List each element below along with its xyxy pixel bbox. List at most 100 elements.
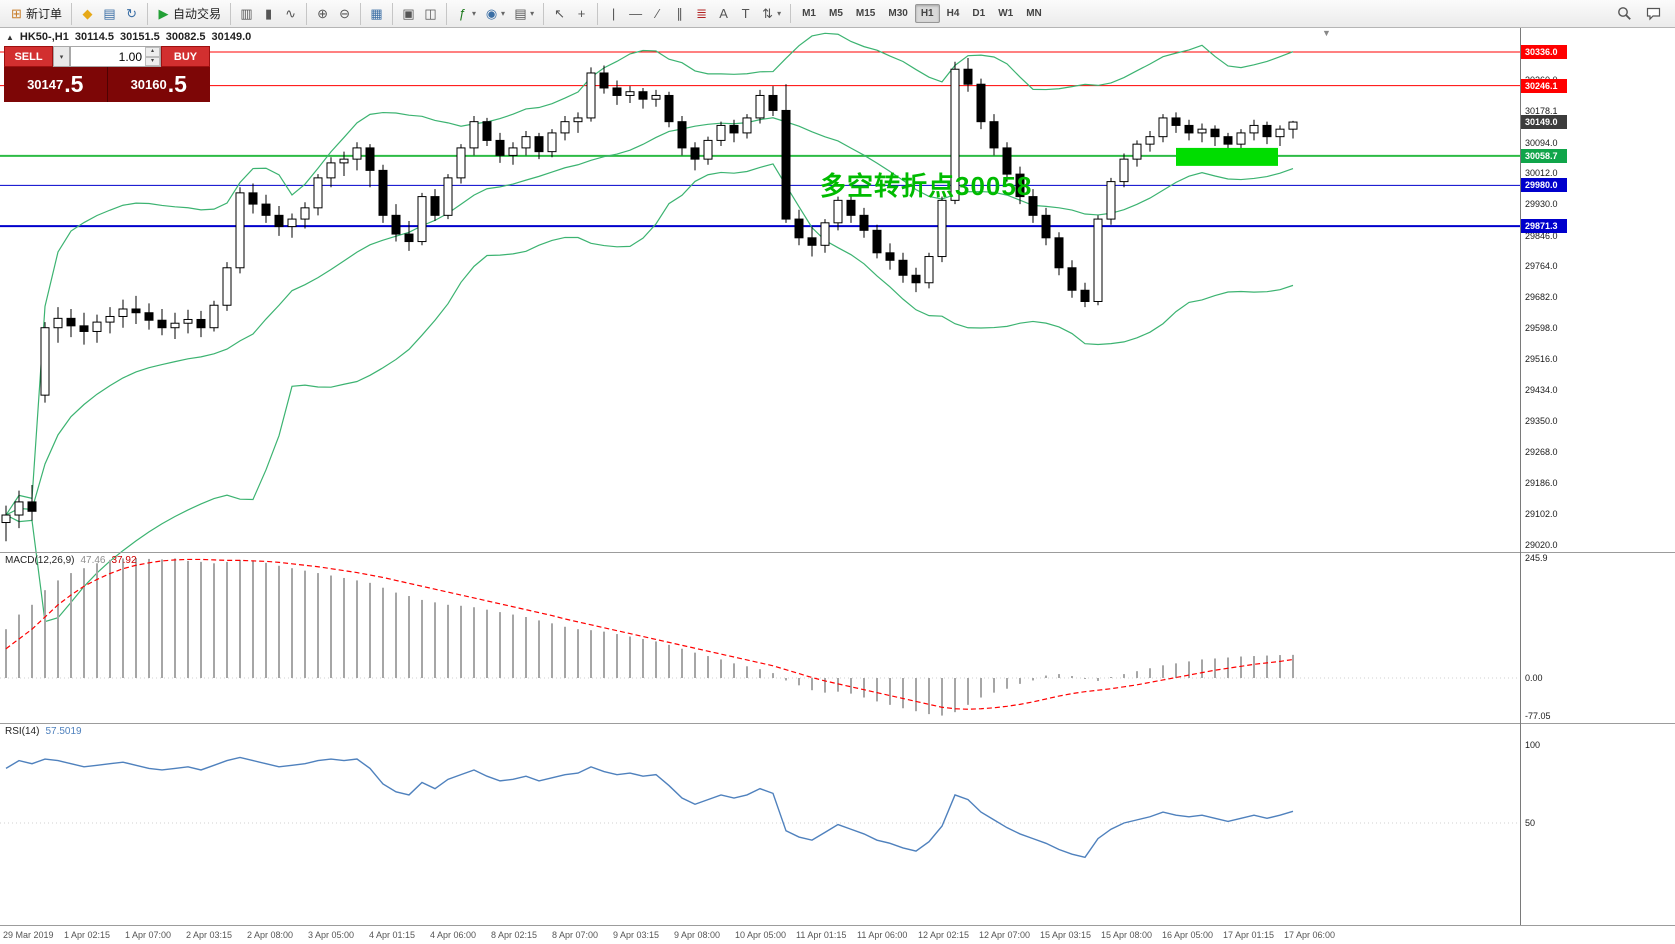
timeframe-m30-label: M30 bbox=[888, 8, 908, 19]
annotation-text[interactable]: 多空转折点30058 bbox=[820, 171, 1033, 201]
sell-price-main: 30147 bbox=[27, 77, 64, 92]
horizontal-line-icon: — bbox=[629, 6, 643, 21]
zoom-in-button[interactable]: ⊕ bbox=[312, 3, 333, 25]
toolbar-group: ƒ ▾ ◉ ▾ ▤ ▾ bbox=[446, 2, 538, 25]
timeframe-mn[interactable]: MN bbox=[1020, 4, 1048, 23]
zoom-out-button[interactable]: ⊖ bbox=[334, 3, 355, 25]
bar-chart-button[interactable]: ▥ bbox=[236, 3, 257, 25]
toolbar-right-group bbox=[1613, 3, 1669, 25]
price-axis[interactable]: 30260.030178.130094.030012.029930.029846… bbox=[1520, 28, 1675, 925]
macd-axis-label: 0.00 bbox=[1525, 673, 1543, 683]
horizontal-line-button[interactable]: — bbox=[625, 3, 646, 25]
time-label: 16 Apr 05:00 bbox=[1162, 930, 1214, 940]
market-watch-button[interactable]: ▤ bbox=[99, 3, 120, 25]
price-tick: 29020.0 bbox=[1525, 539, 1558, 550]
rsi-pane-separator[interactable] bbox=[0, 723, 1675, 724]
cursor-button[interactable]: ↖ bbox=[549, 3, 570, 25]
time-label: 11 Apr 01:15 bbox=[796, 930, 847, 940]
timeframe-w1[interactable]: W1 bbox=[992, 4, 1019, 23]
line-chart-button[interactable]: ∿ bbox=[280, 3, 301, 25]
chart-window: ▲ HK50-,H1 30114.5 30151.5 30082.5 30149… bbox=[0, 28, 1675, 944]
sell-button[interactable]: SELL bbox=[4, 46, 53, 67]
line-chart-icon: ∿ bbox=[285, 6, 296, 21]
horizontal-lines bbox=[0, 51, 1520, 228]
chevron-up-icon: ▴ bbox=[150, 48, 154, 55]
tile-windows-icon: ▦ bbox=[370, 6, 383, 21]
toolbar-group: ↖ + bbox=[543, 2, 592, 25]
timeframe-d1[interactable]: D1 bbox=[966, 4, 991, 23]
chat-button[interactable] bbox=[1642, 3, 1665, 25]
navigator-button[interactable]: ↻ bbox=[121, 3, 142, 25]
rsi-axis-label: 50 bbox=[1525, 818, 1536, 828]
indicators-icon: ƒ bbox=[458, 6, 467, 21]
trade-panel-top-row: SELL ▾ ▴ ▾ BUY bbox=[4, 46, 210, 67]
price-tick: 29682.0 bbox=[1525, 291, 1558, 302]
toolbar-group: ▦ bbox=[360, 2, 387, 25]
text-button[interactable]: A bbox=[713, 3, 734, 25]
templates-button[interactable]: ▤ ▾ bbox=[510, 3, 538, 25]
macd-pane-separator[interactable] bbox=[0, 552, 1675, 553]
vertical-line-button[interactable]: | bbox=[603, 3, 624, 25]
channel-icon: ∥ bbox=[676, 6, 683, 21]
time-axis[interactable]: 29 Mar 2019 1 Apr 02:15 1 Apr 07:00 2 Apr 0… bbox=[0, 925, 1675, 944]
price-tick: 29186.0 bbox=[1525, 477, 1558, 488]
volume-decrease-button[interactable]: ▾ bbox=[145, 56, 160, 66]
timeframe-m15[interactable]: M15 bbox=[850, 4, 881, 23]
timeframe-m5[interactable]: M5 bbox=[823, 4, 849, 23]
volume-increase-button[interactable]: ▴ bbox=[145, 47, 160, 57]
ohlc-low: 30082.5 bbox=[165, 31, 206, 43]
timeframe-h1[interactable]: H1 bbox=[914, 4, 940, 23]
chevron-down-icon: ▾ bbox=[150, 57, 154, 64]
autotrading-button[interactable]: ▶ 自动交易 bbox=[153, 3, 225, 25]
search-button[interactable] bbox=[1613, 3, 1636, 25]
trade-panel-price-row: 30147.5 30160.5 bbox=[4, 67, 210, 102]
timeframe-m30[interactable]: M30 bbox=[882, 4, 913, 23]
buy-price[interactable]: 30160.5 bbox=[107, 67, 210, 102]
toolbar-group: ▥ ▮ ∿ bbox=[230, 2, 301, 25]
arrows-icon: ⇅ bbox=[762, 6, 774, 21]
sell-price[interactable]: 30147.5 bbox=[4, 67, 108, 102]
highlight-rectangle[interactable] bbox=[1176, 147, 1278, 166]
zoom-out-icon: ⊖ bbox=[339, 6, 350, 21]
chart-canvas[interactable] bbox=[0, 28, 1520, 943]
price-tick: 29598.0 bbox=[1525, 323, 1558, 334]
crosshair-button[interactable]: + bbox=[571, 3, 592, 25]
arrows-button[interactable]: ⇅ ▾ bbox=[757, 3, 785, 25]
timeframe-h4[interactable]: H4 bbox=[941, 4, 966, 23]
trendline-button[interactable]: ∕ bbox=[647, 3, 668, 25]
auto-arrange-button[interactable]: ▣ bbox=[398, 3, 419, 25]
volume-dropdown-button[interactable]: ▾ bbox=[53, 46, 70, 67]
volume-input[interactable] bbox=[71, 47, 145, 66]
timeframe-m15-label: M15 bbox=[855, 8, 876, 19]
label-button[interactable]: T bbox=[735, 3, 756, 25]
time-label: 4 Apr 01:15 bbox=[369, 930, 416, 940]
trendline-icon: ∕ bbox=[656, 6, 659, 21]
price-tick: 29846.0 bbox=[1525, 230, 1558, 241]
ohlc-open: 30114.5 bbox=[74, 31, 114, 43]
macd-axis-label: 245.9 bbox=[1525, 553, 1548, 563]
toolbar-groups: ⊞ 新订单 ◆ ▤ ↻ ▶ 自动交易 ▥ ▮ ∿ ⊕ ⊖ ▦ ▣ ◫ ƒ ▾ ◉ ▾ ▤ ▾ ↖ + | — ∕ ∥ ≣ A T ⇅ ▾ M1 M… bbox=[6, 2, 1048, 25]
candlestick-chart-button[interactable]: ▮ bbox=[258, 3, 279, 25]
rsi-line bbox=[5, 756, 1294, 859]
toolbar-group: ◆ ▤ ↻ bbox=[71, 2, 142, 25]
timeframe-m1[interactable]: M1 bbox=[796, 4, 822, 23]
profile-button[interactable]: ◆ bbox=[77, 3, 98, 25]
fibonacci-button[interactable]: ≣ bbox=[691, 3, 712, 25]
macd-signal-value: 37.92 bbox=[111, 555, 137, 566]
price-tag: 30058.7 bbox=[1521, 148, 1567, 163]
one-click-panel-toggle-icon[interactable]: ▲ bbox=[6, 32, 14, 42]
time-label: 12 Apr 07:00 bbox=[979, 930, 1031, 940]
price-tag: 30336.0 bbox=[1521, 45, 1567, 59]
buy-button[interactable]: BUY bbox=[161, 46, 210, 67]
chart-shift-marker-icon[interactable]: ▼ bbox=[1322, 28, 1331, 38]
time-label: 17 Apr 01:15 bbox=[1223, 930, 1275, 940]
chart-shift-button[interactable]: ◫ bbox=[420, 3, 441, 25]
channel-button[interactable]: ∥ bbox=[669, 3, 690, 25]
tile-windows-button[interactable]: ▦ bbox=[366, 3, 387, 25]
new-order-button[interactable]: ⊞ 新订单 bbox=[6, 3, 66, 25]
price-tag: 30149.0 bbox=[1521, 115, 1567, 130]
objects-button[interactable]: ◉ ▾ bbox=[481, 3, 509, 25]
bollinger-bands bbox=[5, 32, 1294, 623]
indicators-button[interactable]: ƒ ▾ bbox=[452, 3, 480, 25]
rsi-value: 57.5019 bbox=[45, 726, 82, 737]
